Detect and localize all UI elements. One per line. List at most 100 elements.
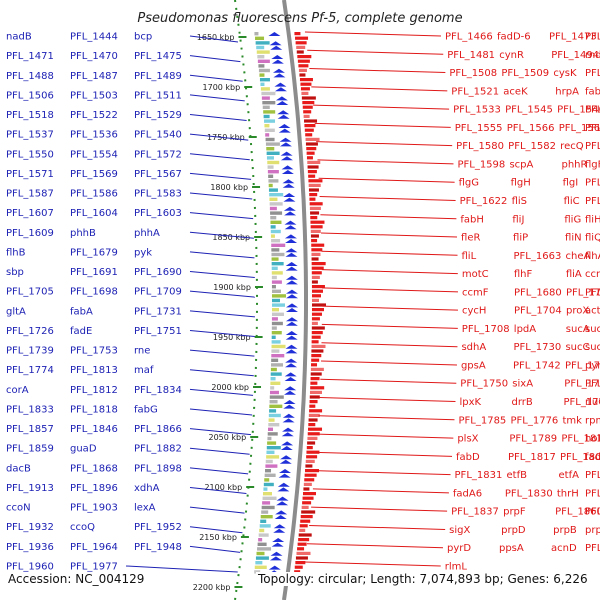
left-gene-label: phhA [134,228,160,239]
left-gene-label: PFL_1896 [70,483,118,494]
forward-strand-feature [295,556,308,560]
left-gene-label: PFL_1705 [6,287,54,298]
right-gene-label: etfB [507,470,528,481]
content-feature [268,183,273,188]
forward-strand-feature [297,547,305,551]
content-feature [264,124,270,128]
reverse-strand-feature [282,179,295,184]
forward-strand-feature [309,193,318,197]
content-feature [271,248,280,252]
forward-strand-feature [306,446,313,450]
right-gene-label: PFL_1566 [507,123,555,134]
right-gene-label: PFL_1680 [514,287,562,298]
right-gene-label: scpA [509,159,533,170]
left-leader-line [189,369,254,377]
left-leader-line [189,349,255,357]
reverse-strand-feature [272,538,285,542]
forward-strand-feature [296,45,306,49]
left-gene-label: PFL_1866 [134,424,182,435]
reverse-strand-feature [285,294,298,299]
content-feature [267,432,278,436]
content-feature [268,423,280,427]
reverse-strand-feature [278,128,291,133]
left-gene-label: PFL_1948 [134,542,182,553]
content-feature [271,354,285,358]
right-gene-label: cheA [566,251,591,262]
forward-strand-feature [295,561,306,565]
right-gene-label: PFL_1508 [449,68,497,79]
left-gene-label: ccoQ [70,522,95,533]
left-gene-label: PFL_1489 [134,71,182,82]
reverse-strand-feature [283,390,296,395]
right-gene-label: PFL_1466 [445,32,493,43]
reverse-strand-feature [284,377,297,381]
genome-backbone [234,0,308,600]
content-feature [266,450,275,454]
content-feature [258,64,265,68]
left-leader-line [189,408,253,416]
left-gene-label: PFL_1571 [6,169,54,180]
left-leader-line [189,290,256,298]
forward-strand-feature [311,257,319,261]
content-feature [270,211,283,215]
forward-strand-feature [308,179,323,183]
reverse-strand-feature [281,170,294,174]
right-gene-label: PFL_1555 [455,123,503,134]
content-feature [254,565,267,569]
right-gene-label: PFL_1633 [585,196,600,207]
forward-strand-feature [310,229,321,233]
right-gene-label: PFL_1785 [458,415,506,426]
right-gene-label: prpF [503,507,526,518]
reverse-strand-feature [281,441,294,446]
content-feature [271,344,286,349]
forward-strand-feature [307,170,317,174]
content-feature [264,119,276,123]
forward-strand-feature [302,501,312,505]
reverse-strand-feature [285,266,298,271]
right-gene-label: PFL_1663 [514,251,562,262]
forward-strand-feature [300,82,312,86]
content-feature [270,216,277,220]
reverse-strand-feature [282,413,295,418]
right-gene-label: PFL_1730 [513,342,561,353]
forward-strand-feature [307,432,320,436]
right-gene-label: flgG [459,178,479,189]
left-gene-label: PFL_1503 [70,90,118,101]
kbp-tick-label: 2150 kbp [199,533,237,542]
right-gene-label: PFL_1480 [585,32,600,43]
reverse-strand-feature [274,82,287,87]
forward-strand-feature [307,441,316,445]
right-leader-line [311,506,448,512]
right-gene-label: fabD [456,452,480,463]
kbp-tick-label: 2000 kbp [211,383,249,392]
content-feature [269,395,284,399]
reverse-strand-feature [270,551,283,556]
right-gene-label: ppsA [499,543,524,554]
right-gene-label: PFL_1756 [585,379,600,390]
content-feature [271,340,281,344]
right-gene-label: PFL_1520 [585,68,600,79]
right-gene-label: cycH [462,306,486,317]
right-leader-line [317,159,454,165]
forward-strand-feature [309,390,322,394]
reverse-strand-feature [285,252,298,257]
content-feature [255,36,265,40]
content-feature [268,427,274,431]
right-leader-line [309,524,446,530]
forward-strand-feature [298,538,310,542]
reverse-strand-feature [285,303,298,308]
left-leader-line [189,55,241,63]
content-feature [269,202,283,206]
left-gene-label: PFL_1583 [134,189,182,200]
right-gene-label: PFL_1830 [505,488,553,499]
right-gene-label: PFL_1598 [457,159,505,170]
reverse-strand-feature [285,363,298,368]
left-gene-label: PFL_1522 [70,110,118,121]
content-feature [271,349,280,353]
left-gene-label: PFL_1833 [6,404,54,415]
content-feature [270,372,282,376]
forward-strand-feature [305,142,318,146]
reverse-strand-feature [283,404,296,409]
left-gene-label: PFL_1487 [70,71,118,82]
forward-strand-feature [303,487,310,491]
